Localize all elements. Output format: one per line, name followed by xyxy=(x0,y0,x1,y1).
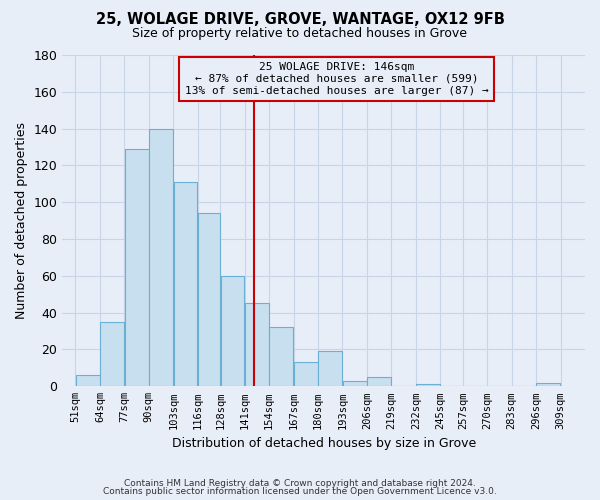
Bar xyxy=(343,381,367,386)
Bar xyxy=(294,362,318,386)
Bar xyxy=(149,128,173,386)
Bar xyxy=(318,352,342,386)
Text: 25, WOLAGE DRIVE, GROVE, WANTAGE, OX12 9FB: 25, WOLAGE DRIVE, GROVE, WANTAGE, OX12 9… xyxy=(95,12,505,28)
Bar xyxy=(173,182,197,386)
Bar xyxy=(100,322,124,386)
Bar xyxy=(125,149,149,386)
Text: 25 WOLAGE DRIVE: 146sqm
← 87% of detached houses are smaller (599)
13% of semi-d: 25 WOLAGE DRIVE: 146sqm ← 87% of detache… xyxy=(185,62,488,96)
Bar xyxy=(269,328,293,386)
X-axis label: Distribution of detached houses by size in Grove: Distribution of detached houses by size … xyxy=(172,437,476,450)
Bar xyxy=(416,384,440,386)
Text: Contains HM Land Registry data © Crown copyright and database right 2024.: Contains HM Land Registry data © Crown c… xyxy=(124,478,476,488)
Bar xyxy=(536,382,560,386)
Bar xyxy=(198,214,220,386)
Bar xyxy=(367,377,391,386)
Bar xyxy=(221,276,244,386)
Text: Contains public sector information licensed under the Open Government Licence v3: Contains public sector information licen… xyxy=(103,487,497,496)
Text: Size of property relative to detached houses in Grove: Size of property relative to detached ho… xyxy=(133,28,467,40)
Y-axis label: Number of detached properties: Number of detached properties xyxy=(15,122,28,319)
Bar xyxy=(245,304,269,386)
Bar xyxy=(76,376,100,386)
